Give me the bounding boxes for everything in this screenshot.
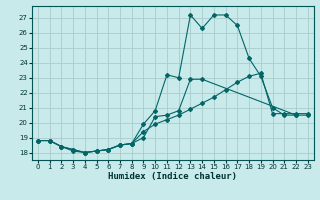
X-axis label: Humidex (Indice chaleur): Humidex (Indice chaleur) [108, 172, 237, 181]
